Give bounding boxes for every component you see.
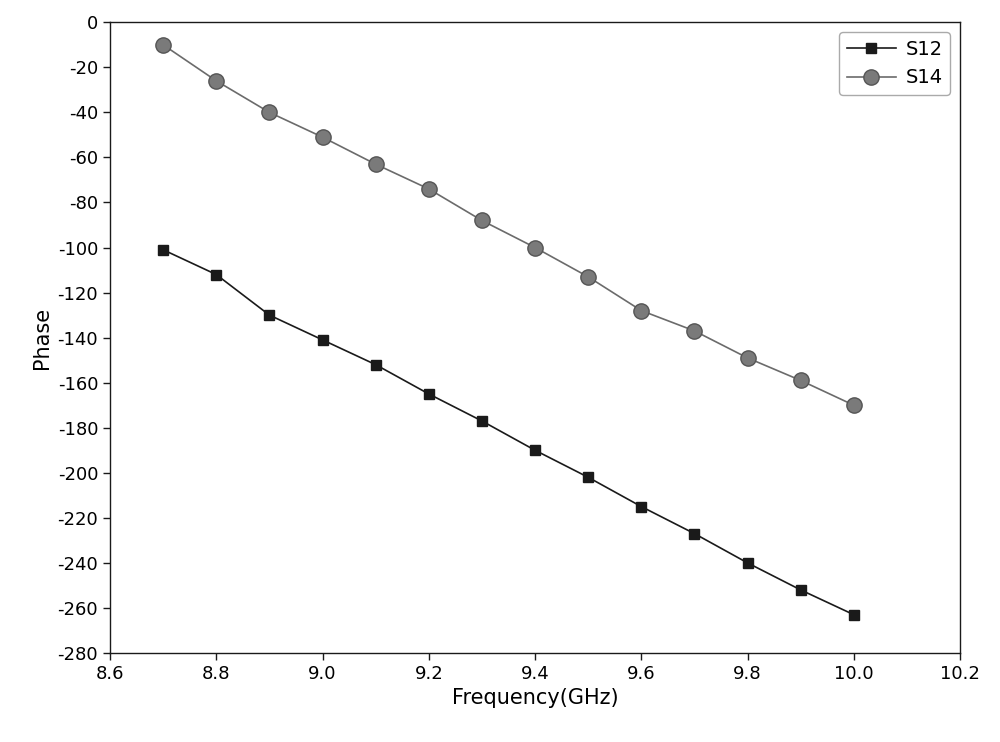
S12 <box>263 311 275 320</box>
X-axis label: Frequency(GHz): Frequency(GHz) <box>452 689 618 709</box>
S12 <box>635 502 647 511</box>
S14 <box>316 133 328 142</box>
S14 <box>795 376 807 385</box>
S12 <box>688 529 700 538</box>
Line: S14: S14 <box>155 37 861 413</box>
S12 <box>423 390 435 398</box>
Legend: S12, S14: S12, S14 <box>839 32 950 95</box>
S12 <box>157 246 169 255</box>
S14 <box>582 272 594 281</box>
S12 <box>742 559 754 568</box>
S12 <box>795 585 807 594</box>
S14 <box>157 40 169 49</box>
S14 <box>688 326 700 335</box>
S14 <box>635 306 647 315</box>
S12 <box>476 416 488 425</box>
S14 <box>263 108 275 116</box>
Line: S12: S12 <box>158 245 859 620</box>
S14 <box>370 160 382 168</box>
S12 <box>848 610 860 619</box>
S14 <box>476 216 488 225</box>
S12 <box>210 270 222 279</box>
S12 <box>370 360 382 369</box>
Y-axis label: Phase: Phase <box>32 306 52 369</box>
S12 <box>529 446 541 455</box>
S12 <box>582 473 594 482</box>
S14 <box>529 243 541 252</box>
S14 <box>742 353 754 362</box>
S14 <box>210 76 222 85</box>
S14 <box>848 401 860 410</box>
S14 <box>423 185 435 194</box>
S12 <box>316 335 328 344</box>
